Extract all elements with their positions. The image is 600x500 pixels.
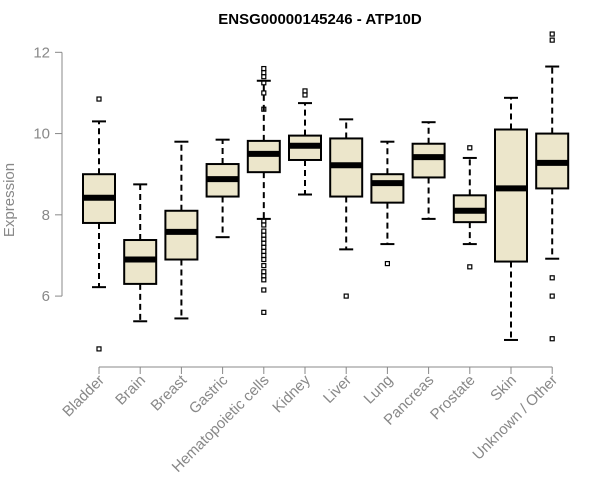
outlier-point [261,256,267,263]
chart-title: ENSG00000145246 - ATP10D [218,11,422,28]
box-kidney [288,88,322,196]
box-lung [370,140,405,267]
outlier-point [261,236,267,242]
outlier-point [261,228,267,234]
outlier-point [261,90,267,96]
box-prostate [452,145,487,270]
x-tick-label: Skin [487,372,520,405]
outlier-point [261,244,267,250]
outlier-point [96,346,102,352]
outlier-point [261,232,267,238]
y-tick-label: 6 [42,288,50,305]
outlier-point [261,277,267,283]
iqr-box [494,128,528,263]
outlier-point [467,145,473,151]
box-pancreas [411,121,446,220]
box-liver [329,118,364,299]
x-tick-label: Brain [112,372,149,409]
outlier-point [261,269,267,275]
y-axis: 6 8 10 12 [33,44,63,305]
outlier-point [261,252,267,259]
outlier-point [549,37,555,43]
outlier-point [261,74,267,80]
outlier-point [261,240,267,246]
outlier-point [343,293,349,299]
outlier-point [467,264,473,270]
box-unknown-other [535,31,570,342]
x-tick-label: Breast [148,371,191,414]
outlier-point [261,273,267,279]
outlier-point [302,88,308,94]
outlier-point [549,293,555,299]
outlier-point [261,222,267,228]
x-tick-label: Prostate [427,372,479,424]
outlier-point [261,80,267,86]
box-gastric [205,138,240,239]
outlier-point [96,96,102,102]
outlier-point [549,31,555,37]
box-bladder [82,96,116,352]
y-tick-label: 12 [33,44,50,61]
box-brain [123,183,158,323]
box-skin [494,96,528,341]
outlier-point [549,275,555,281]
y-tick-label: 8 [42,207,50,224]
outlier-point [302,92,308,98]
box-breast [164,140,199,320]
outlier-point [261,65,267,72]
outlier-point [384,260,390,267]
iqr-box [411,142,446,179]
outlier-point [261,263,267,269]
outlier-point [261,287,267,293]
box-hematopoietic-cells [246,65,281,315]
boxes-group [82,31,570,352]
iqr-box [164,209,199,261]
outlier-point [261,106,267,112]
x-tick-label: Kidney [269,371,314,416]
iqr-box [370,173,405,204]
outlier-point [261,70,267,76]
outlier-point [549,336,555,342]
outlier-point [261,248,267,254]
y-axis-label: Expression [1,163,18,237]
y-tick-label: 10 [33,126,50,143]
x-tick-label: Bladder [59,372,108,421]
outlier-point [261,309,267,315]
x-tick-label: Lung [361,372,397,408]
x-tick-label: Liver [320,372,355,407]
